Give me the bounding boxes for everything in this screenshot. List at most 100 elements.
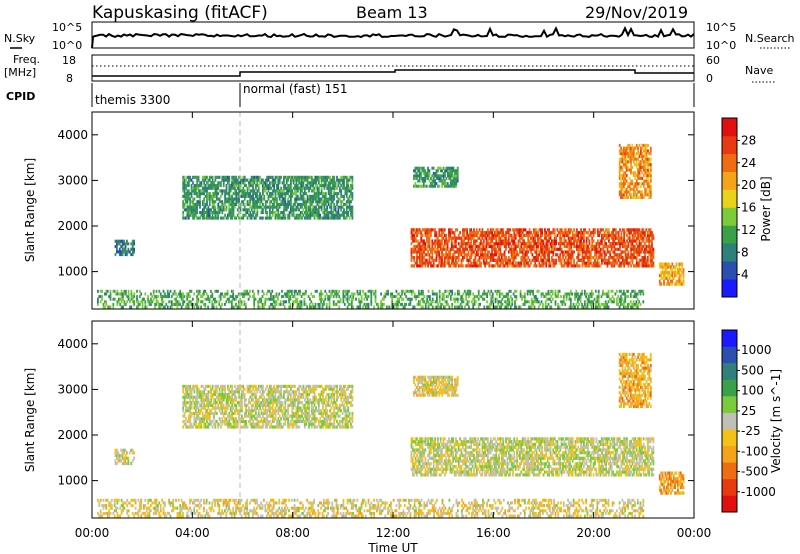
power-cell [445, 261, 448, 265]
power-cell [303, 178, 306, 182]
power-cell [665, 268, 668, 272]
power-cell [497, 289, 500, 293]
power-cell [410, 256, 413, 260]
power-cell [208, 208, 211, 212]
power-cell [630, 242, 632, 246]
power-cell [324, 200, 327, 204]
power-cell [623, 193, 625, 197]
power-cell [648, 195, 651, 199]
power-cell [482, 256, 485, 260]
power-cell [350, 189, 352, 193]
power-cell [292, 302, 295, 306]
power-cell [601, 228, 603, 232]
power-cell [215, 197, 218, 201]
power-cell [575, 302, 578, 306]
power-cell [640, 250, 642, 254]
power-cell [532, 231, 535, 235]
power-cell [430, 250, 432, 254]
power-cell [323, 184, 326, 188]
power-cell [119, 302, 122, 306]
power-cell [539, 256, 542, 260]
power-cell [563, 233, 566, 237]
power-cell [451, 171, 453, 175]
power-cell [306, 181, 309, 185]
power-cell [630, 149, 632, 153]
power-cell [208, 216, 211, 220]
power-cell [348, 200, 351, 204]
power-cell [531, 258, 534, 262]
power-cell [253, 295, 256, 299]
power-cell [322, 194, 324, 198]
power-cell [348, 178, 351, 182]
power-cell [337, 205, 340, 209]
power-cell [429, 302, 431, 306]
power-cell [97, 297, 99, 301]
power-cell [488, 264, 491, 268]
power-cell [627, 165, 630, 169]
power-cell [631, 253, 634, 257]
power-cell [652, 247, 655, 251]
power-cell [269, 211, 271, 215]
power-cell [618, 157, 621, 161]
power-cell [644, 143, 647, 147]
power-cell [610, 242, 613, 246]
power-cell [346, 292, 349, 296]
power-cell [612, 250, 614, 254]
power-cell [495, 228, 498, 232]
power-cell [298, 202, 301, 206]
power-cell [116, 239, 118, 243]
power-cell [484, 247, 486, 251]
power-cell [204, 211, 207, 215]
power-cell [490, 297, 493, 301]
power-cell [131, 247, 134, 251]
power-cell [280, 216, 282, 220]
power-cell [556, 228, 559, 232]
power-cell [281, 202, 284, 206]
power-cell [299, 178, 302, 182]
power-cell [498, 233, 500, 237]
power-cell [566, 253, 569, 257]
power-cell [232, 208, 235, 212]
power-cell [310, 194, 313, 198]
power-cell [342, 297, 345, 301]
power-cell [527, 261, 530, 265]
power-cell [398, 292, 401, 296]
power-cell [224, 178, 226, 182]
power-cell [660, 273, 663, 278]
power-cell [583, 256, 585, 260]
power-cell [284, 192, 287, 196]
power-cell [630, 187, 632, 191]
power-cell [533, 295, 536, 299]
power-cell [642, 165, 645, 169]
power-cell [610, 300, 613, 304]
power-cell [318, 297, 321, 301]
power-cell [488, 233, 491, 237]
power-cell [631, 154, 634, 158]
power-cell [571, 231, 574, 235]
power-cell [452, 231, 455, 235]
power-cell [595, 256, 598, 260]
power-cell [287, 205, 289, 209]
power-cell [528, 233, 531, 237]
power-cell [409, 289, 412, 293]
power-cell [640, 247, 642, 251]
power-cell [456, 289, 459, 293]
power-cell [636, 305, 639, 309]
power-cell [294, 200, 296, 204]
power-cell [628, 157, 631, 161]
power-cell [624, 195, 627, 199]
power-cell [600, 302, 603, 306]
power-cell [120, 300, 123, 304]
power-cell [141, 297, 144, 301]
power-cell [460, 258, 463, 262]
power-cell [452, 177, 455, 180]
power-cell [421, 179, 424, 183]
power-cell [641, 261, 644, 265]
power-cell [536, 297, 539, 301]
power-cell [258, 305, 261, 309]
power-cell [628, 160, 631, 164]
power-cell [192, 197, 194, 201]
power-cell [157, 300, 159, 304]
power-cell [570, 250, 573, 254]
power-cell [675, 265, 678, 269]
